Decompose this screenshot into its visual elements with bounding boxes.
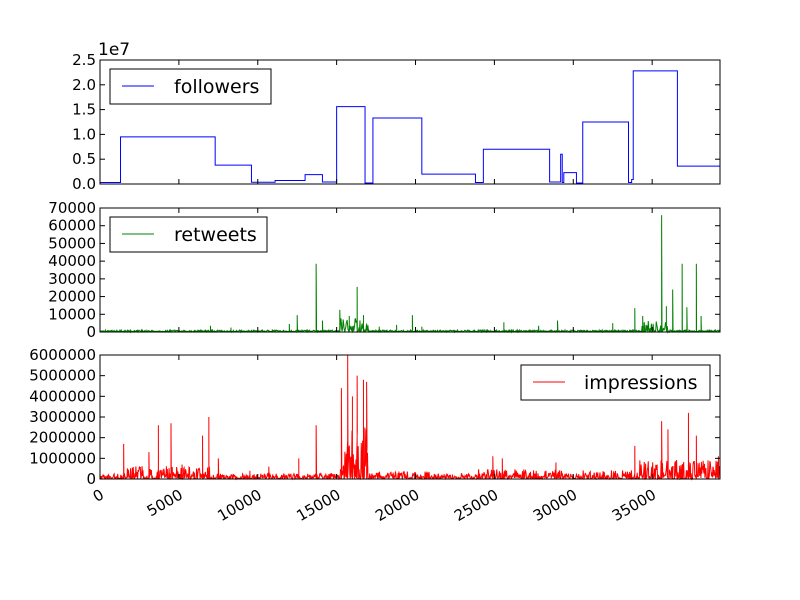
followers-ytick-label: 1.0 xyxy=(72,125,96,143)
impressions-ytick-label: 2000000 xyxy=(29,429,96,447)
retweets-ytick-label: 30000 xyxy=(48,270,96,288)
retweets-ytick-label: 10000 xyxy=(48,305,96,323)
impressions-ytick-label: 5000000 xyxy=(29,367,96,385)
followers-axes-frame xyxy=(99,59,721,185)
retweets-ytick-label: 60000 xyxy=(48,217,96,235)
followers-panel: 0.0 0.5 1.0 1.5 2.0 2.5 1e7 followers xyxy=(72,40,721,193)
followers-legend: followers xyxy=(109,68,272,105)
impressions-ytick-label: 3000000 xyxy=(29,408,96,426)
retweets-ytick-label: 50000 xyxy=(48,234,96,252)
retweets-legend-label: retweets xyxy=(174,224,257,246)
followers-ytick-label: 0.5 xyxy=(72,150,96,168)
impressions-y-ticks: 0 1000000 2000000 3000000 4000000 5000000 6000… xyxy=(29,346,720,488)
impressions-ytick-label: 4000000 xyxy=(29,387,96,405)
followers-series-line xyxy=(100,70,720,184)
impressions-ytick-label: 1000000 xyxy=(29,449,96,467)
retweets-series-line xyxy=(99,215,721,334)
followers-ytick-label: 2.5 xyxy=(72,51,96,69)
followers-ytick-label: 1.5 xyxy=(72,101,96,119)
impressions-legend-label: impressions xyxy=(584,372,698,394)
impressions-legend: impressions xyxy=(520,364,711,401)
followers-line-0 xyxy=(100,70,720,184)
followers-offset-label: 1e7 xyxy=(98,40,130,60)
impressions-ytick-label: 0 xyxy=(86,470,96,488)
retweets-ytick-label: 70000 xyxy=(48,199,96,217)
followers-ytick-label: 2.0 xyxy=(72,76,96,94)
retweets-ytick-label: 0 xyxy=(86,323,96,341)
followers-y-ticks: 0.0 0.5 1.0 1.5 2.0 2.5 xyxy=(72,51,720,193)
retweets-axes-frame xyxy=(99,207,721,333)
retweets-legend: retweets xyxy=(109,216,268,253)
impressions-ytick-label: 6000000 xyxy=(29,346,96,364)
retweets-ytick-label: 40000 xyxy=(48,252,96,270)
followers-legend-label: followers xyxy=(174,76,259,98)
retweets-ytick-label: 20000 xyxy=(48,288,96,306)
followers-ytick-label: 0.0 xyxy=(72,175,96,193)
retweets-line-0 xyxy=(99,215,721,334)
